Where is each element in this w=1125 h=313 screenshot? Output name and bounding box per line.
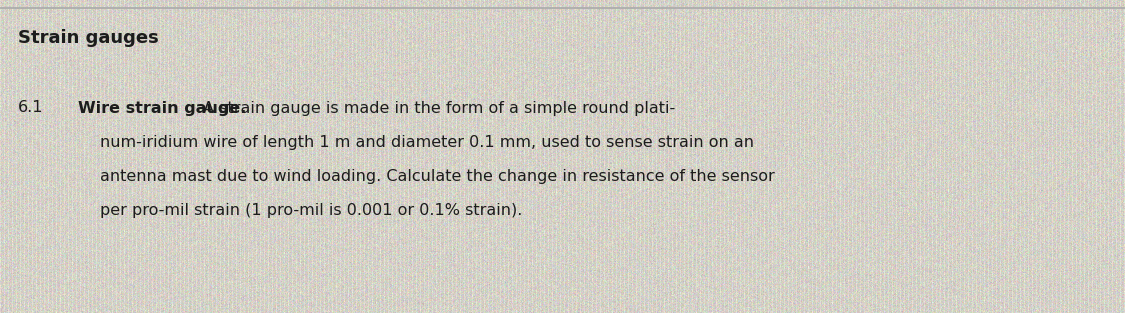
- Text: 6.1: 6.1: [18, 100, 44, 115]
- Text: per pro-mil strain (1 pro-mil is 0.001 or 0.1% strain).: per pro-mil strain (1 pro-mil is 0.001 o…: [100, 203, 522, 218]
- Text: num-iridium wire of length 1 m and diameter 0.1 mm, used to sense strain on an: num-iridium wire of length 1 m and diame…: [100, 135, 754, 150]
- Text: Strain gauges: Strain gauges: [18, 29, 159, 47]
- Text: Wire strain gauge.: Wire strain gauge.: [78, 100, 246, 115]
- Text: A strain gauge is made in the form of a simple round plati-: A strain gauge is made in the form of a …: [198, 100, 675, 115]
- Text: antenna mast due to wind loading. Calculate the change in resistance of the sens: antenna mast due to wind loading. Calcul…: [100, 168, 775, 183]
